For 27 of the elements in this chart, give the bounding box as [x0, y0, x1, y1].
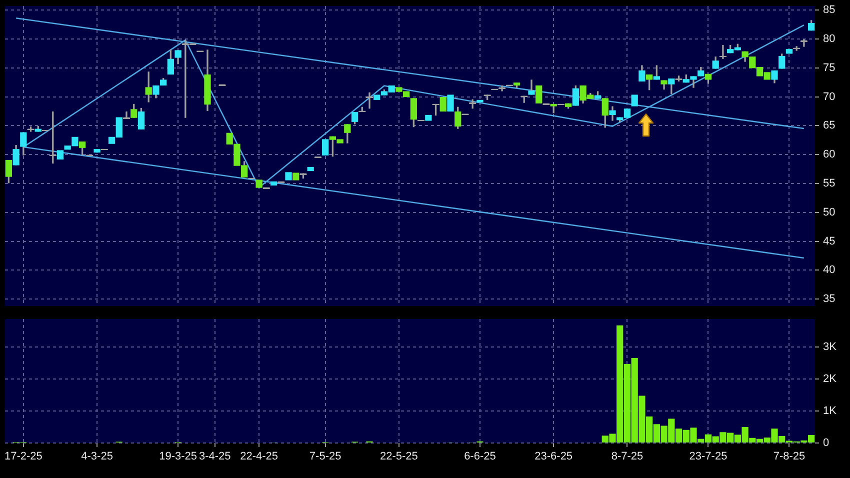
y-tick-label: 50: [823, 206, 836, 218]
y-tick-label: 85: [823, 4, 836, 16]
y-tick-label: 75: [823, 62, 836, 74]
y-tick-label: 65: [823, 120, 836, 132]
x-tick-label: 6-6-25: [464, 450, 496, 463]
y-tick-label: 80: [823, 32, 836, 45]
y-tick-label: 70: [823, 90, 836, 103]
y-tick-label: 45: [823, 235, 836, 248]
x-tick-label: 3-4-25: [198, 450, 231, 463]
x-tick-label: 4-3-25: [81, 450, 113, 463]
y-tick-label: 0: [823, 437, 830, 450]
y-tick-label: 35: [823, 293, 836, 306]
y-tick-label: 2K: [823, 373, 838, 386]
x-tick-label: 19-3-25: [159, 450, 198, 463]
x-tick-label: 23-6-25: [534, 450, 573, 463]
y-tick-label: 40: [823, 264, 836, 276]
y-tick-label: 1K: [823, 405, 838, 418]
x-tick-label: 22-5-25: [380, 450, 418, 463]
x-tick-label: 22-4-25: [240, 450, 278, 463]
y-tick-label: 60: [823, 148, 836, 161]
x-tick-label: 7-8-25: [773, 450, 806, 463]
x-tick-label: 23-7-25: [689, 450, 728, 463]
y-tick-label: 55: [823, 177, 836, 190]
x-tick-label: 7-5-25: [309, 450, 342, 463]
y-tick-label: 3K: [823, 341, 838, 354]
x-tick-label: 8-7-25: [611, 450, 644, 463]
x-tick-label: 17-2-25: [4, 450, 42, 463]
